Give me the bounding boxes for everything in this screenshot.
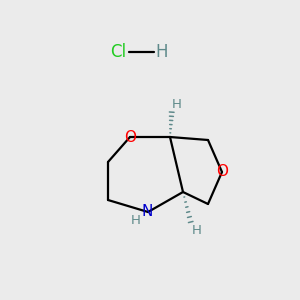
- Text: N: N: [141, 205, 153, 220]
- Text: H: H: [192, 224, 202, 236]
- Text: O: O: [124, 130, 136, 145]
- Text: H: H: [156, 43, 168, 61]
- Text: O: O: [216, 164, 228, 179]
- Text: H: H: [131, 214, 141, 227]
- Text: H: H: [172, 98, 182, 112]
- Text: Cl: Cl: [110, 43, 126, 61]
